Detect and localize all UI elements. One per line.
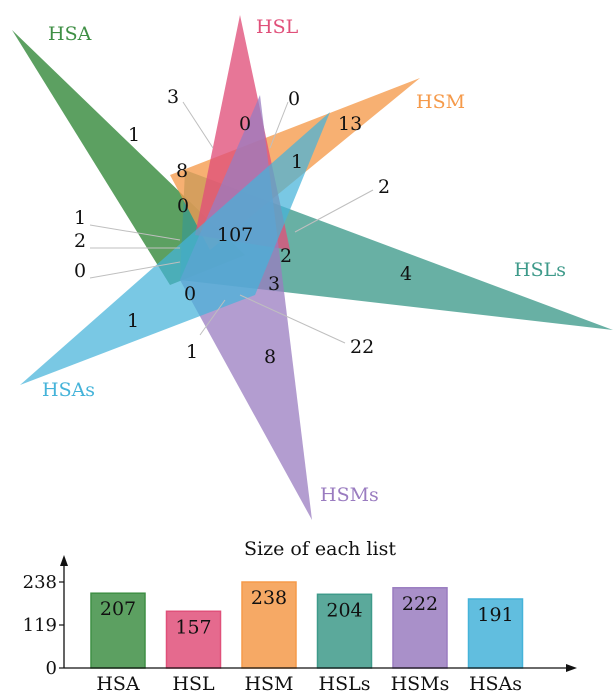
y-tick-label-119: 119 <box>23 615 57 636</box>
count-label-2-outer-right: 2 <box>378 176 390 198</box>
count-label-3-top: 3 <box>167 86 179 108</box>
category-label-hsas: HSAs <box>469 673 522 693</box>
bar-value-hsms: 222 <box>402 593 438 615</box>
x-axis-arrow <box>566 664 577 672</box>
count-label-3-bottom: 3 <box>268 273 280 295</box>
count-label-22: 22 <box>350 336 374 358</box>
count-label-0-outer-left: 0 <box>74 260 86 282</box>
count-hsls-only: 4 <box>400 263 412 285</box>
category-label-hsa: HSA <box>96 673 140 693</box>
count-label-1-outer-left: 1 <box>74 207 86 229</box>
bar-hsas <box>467 598 524 669</box>
bar-hsls <box>316 593 373 669</box>
set-label-hsl: HSL <box>256 16 299 38</box>
set-region-hsms <box>180 95 312 520</box>
bar-hsl <box>165 610 222 669</box>
bar-value-hsl: 157 <box>175 616 211 638</box>
bar-hsm <box>241 581 297 669</box>
bar-value-hsm: 238 <box>251 587 287 609</box>
venn-diagram: HSA HSL HSM HSLs HSMs HSAs 1 0 13 4 8 1 … <box>12 15 613 520</box>
count-hsl-only: 0 <box>239 113 251 135</box>
category-label-hsm: HSM <box>244 673 293 693</box>
bars: 207 157 238 204 222 191 <box>90 581 524 669</box>
bar-hsms <box>392 587 448 669</box>
bar-value-hsas: 191 <box>477 604 513 626</box>
size-bar-chart: Size of each list 207 157 238 204 222 191 0 11… <box>23 538 577 693</box>
count-label-0-left: 0 <box>177 195 189 217</box>
count-hsm-only: 13 <box>338 113 362 135</box>
y-tick-label-238: 238 <box>23 572 57 593</box>
count-label-0-bottom: 0 <box>184 283 196 305</box>
set-label-hsas: HSAs <box>42 379 95 401</box>
count-label-2-center: 2 <box>280 245 292 267</box>
leader-lines <box>89 101 374 344</box>
count-all-sets: 107 <box>217 224 253 246</box>
bar-value-hsa: 207 <box>100 598 136 620</box>
y-axis-arrow <box>60 555 68 566</box>
category-label-hsls: HSLs <box>319 673 371 693</box>
bar-value-hsls: 204 <box>326 599 362 621</box>
count-label-1-right: 1 <box>291 151 303 173</box>
y-tick-label-0: 0 <box>46 658 57 679</box>
category-label-hsms: HSMs <box>391 673 450 693</box>
count-label-0-top: 0 <box>288 88 300 110</box>
y-ticks: 0 119 238 <box>23 572 64 679</box>
set-label-hsm: HSM <box>416 91 465 113</box>
count-hsas-only: 1 <box>127 310 139 332</box>
count-hsms-only: 8 <box>264 346 276 368</box>
set-label-hsms: HSMs <box>320 484 379 506</box>
count-label-1-outer-bottom: 1 <box>186 341 198 363</box>
category-label-hsl: HSL <box>172 673 215 693</box>
count-label-8: 8 <box>176 160 188 182</box>
chart-title: Size of each list <box>244 538 396 560</box>
category-labels: HSA HSL HSM HSLs HSMs HSAs <box>96 673 522 693</box>
count-hsa-only: 1 <box>128 124 140 146</box>
set-label-hsa: HSA <box>48 23 92 45</box>
set-label-hsls: HSLs <box>514 259 566 281</box>
count-label-2-outer-left: 2 <box>74 230 86 252</box>
